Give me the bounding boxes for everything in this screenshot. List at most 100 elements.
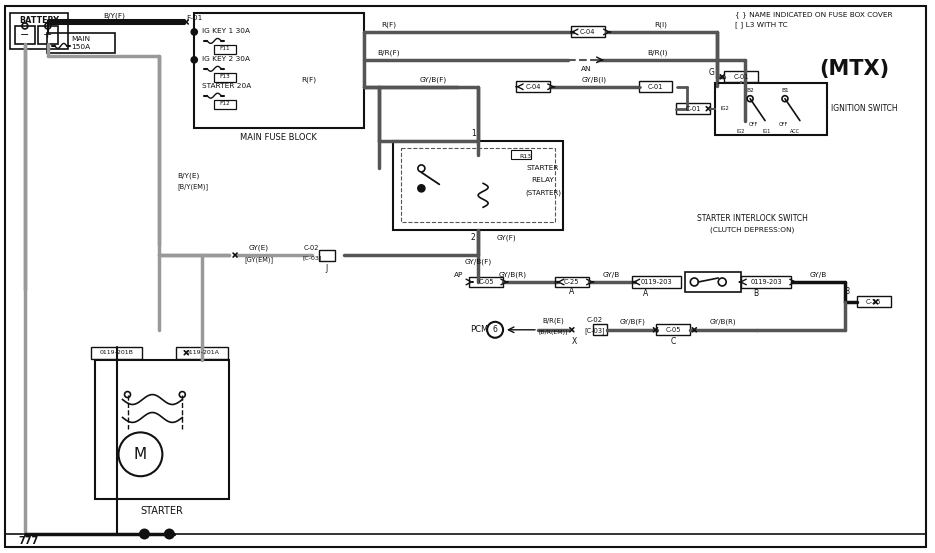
Text: 1: 1 — [471, 129, 476, 138]
Bar — [394, 140, 563, 230]
Text: B/R(E): B/R(E) — [542, 317, 564, 324]
Text: STARTER: STARTER — [526, 165, 559, 171]
Text: B/R(F): B/R(F) — [377, 50, 400, 56]
Text: F12: F12 — [220, 101, 231, 106]
Text: STARTER: STARTER — [140, 506, 183, 516]
Text: GY(E): GY(E) — [249, 245, 269, 252]
Circle shape — [418, 185, 424, 192]
Text: GY/B: GY/B — [809, 272, 827, 278]
Bar — [469, 276, 503, 288]
Bar — [631, 276, 682, 288]
Bar — [194, 13, 364, 128]
Text: G: G — [709, 68, 714, 77]
Bar — [676, 103, 711, 114]
Text: [B/Y(EM)]: [B/Y(EM)] — [178, 183, 209, 190]
Text: OFF: OFF — [778, 122, 787, 127]
Text: 0119-203: 0119-203 — [750, 279, 782, 285]
Text: C-04: C-04 — [580, 29, 596, 35]
Text: ACC: ACC — [790, 129, 800, 134]
Bar — [685, 272, 741, 292]
Text: GY/B: GY/B — [603, 272, 620, 278]
Text: { } NAME INDICATED ON FUSE BOX COVER: { } NAME INDICATED ON FUSE BOX COVER — [735, 12, 893, 18]
Text: R13: R13 — [519, 154, 531, 159]
Text: +: + — [43, 30, 52, 40]
Circle shape — [192, 29, 197, 35]
Text: A: A — [569, 288, 574, 296]
Bar — [554, 276, 589, 288]
Text: F-01: F-01 — [186, 15, 203, 21]
Text: 2: 2 — [471, 233, 476, 242]
Text: [GY(EM)]: [GY(EM)] — [244, 257, 274, 263]
Text: [B/R(EM)]: [B/R(EM)] — [539, 330, 568, 335]
Bar — [856, 296, 890, 307]
Text: [ ] L3 WITH TC: [ ] L3 WITH TC — [735, 22, 788, 28]
Text: GY/B(F): GY/B(F) — [465, 259, 492, 265]
Text: GY/B(F): GY/B(F) — [420, 76, 447, 83]
Bar — [94, 359, 229, 499]
Text: C-04: C-04 — [525, 84, 540, 90]
Text: 150A: 150A — [71, 44, 91, 50]
Bar — [656, 324, 690, 335]
Text: J: J — [325, 264, 328, 273]
Bar — [511, 150, 531, 159]
Bar — [177, 347, 228, 359]
Bar — [47, 33, 115, 53]
Text: (STARTER): (STARTER) — [525, 189, 561, 196]
Bar — [214, 45, 237, 54]
Text: IGNITION SWITCH: IGNITION SWITCH — [831, 104, 898, 113]
Bar — [401, 149, 554, 222]
Text: B: B — [844, 288, 849, 296]
Text: B2: B2 — [746, 88, 754, 93]
Text: F13: F13 — [220, 74, 231, 79]
Text: B/R(I): B/R(I) — [647, 50, 668, 56]
Text: IG KEY 2 30A: IG KEY 2 30A — [202, 56, 251, 62]
Text: OFF: OFF — [748, 122, 757, 127]
Text: [C-03]: [C-03] — [302, 255, 322, 260]
Text: IG2: IG2 — [737, 129, 745, 134]
Text: BATTERY: BATTERY — [19, 17, 59, 25]
Text: B1: B1 — [781, 88, 789, 93]
Text: F11: F11 — [220, 46, 230, 51]
Text: R(I): R(I) — [654, 22, 667, 28]
Bar — [15, 26, 35, 44]
Text: (CLUTCH DEPRESS:ON): (CLUTCH DEPRESS:ON) — [710, 227, 795, 233]
Text: R(F): R(F) — [381, 22, 396, 28]
Text: 0119-201B: 0119-201B — [100, 350, 134, 355]
Bar — [593, 324, 607, 335]
Bar — [725, 71, 758, 82]
Text: C-05: C-05 — [479, 279, 494, 285]
Text: C-01: C-01 — [685, 106, 701, 112]
Bar — [715, 83, 827, 134]
Text: GY/B(I): GY/B(I) — [582, 76, 606, 83]
Circle shape — [164, 529, 175, 540]
Text: GY(F): GY(F) — [496, 235, 516, 242]
Text: GY/B(F): GY/B(F) — [620, 319, 645, 325]
Text: C: C — [670, 337, 676, 346]
Text: AP: AP — [453, 272, 463, 278]
Text: (MTX): (MTX) — [820, 59, 890, 79]
Text: M: M — [134, 447, 147, 462]
Text: B/Y(F): B/Y(F) — [104, 13, 125, 19]
Circle shape — [139, 529, 150, 540]
Bar — [214, 73, 237, 82]
Text: GY/B(R): GY/B(R) — [499, 272, 527, 278]
Text: 0119-203: 0119-203 — [640, 279, 672, 285]
Bar — [516, 81, 550, 92]
Text: C-02: C-02 — [586, 317, 603, 323]
Text: B/Y(E): B/Y(E) — [178, 172, 200, 179]
Text: RELAY: RELAY — [531, 178, 554, 184]
Text: C-25: C-25 — [866, 299, 882, 305]
Bar — [91, 347, 142, 359]
Text: IG1: IG1 — [763, 129, 771, 134]
Text: A: A — [643, 289, 648, 299]
Text: [C-03]: [C-03] — [584, 327, 605, 334]
Text: STARTER 20A: STARTER 20A — [202, 83, 252, 88]
Text: GY/B(R): GY/B(R) — [710, 319, 737, 325]
Circle shape — [192, 57, 197, 63]
Text: PCM: PCM — [470, 325, 488, 335]
Bar — [570, 27, 605, 38]
Bar — [37, 26, 58, 44]
Text: MAIN FUSE BLOCK: MAIN FUSE BLOCK — [240, 133, 317, 142]
Text: 6: 6 — [493, 325, 497, 335]
Text: STARTER INTERLOCK SWITCH: STARTER INTERLOCK SWITCH — [697, 213, 808, 223]
